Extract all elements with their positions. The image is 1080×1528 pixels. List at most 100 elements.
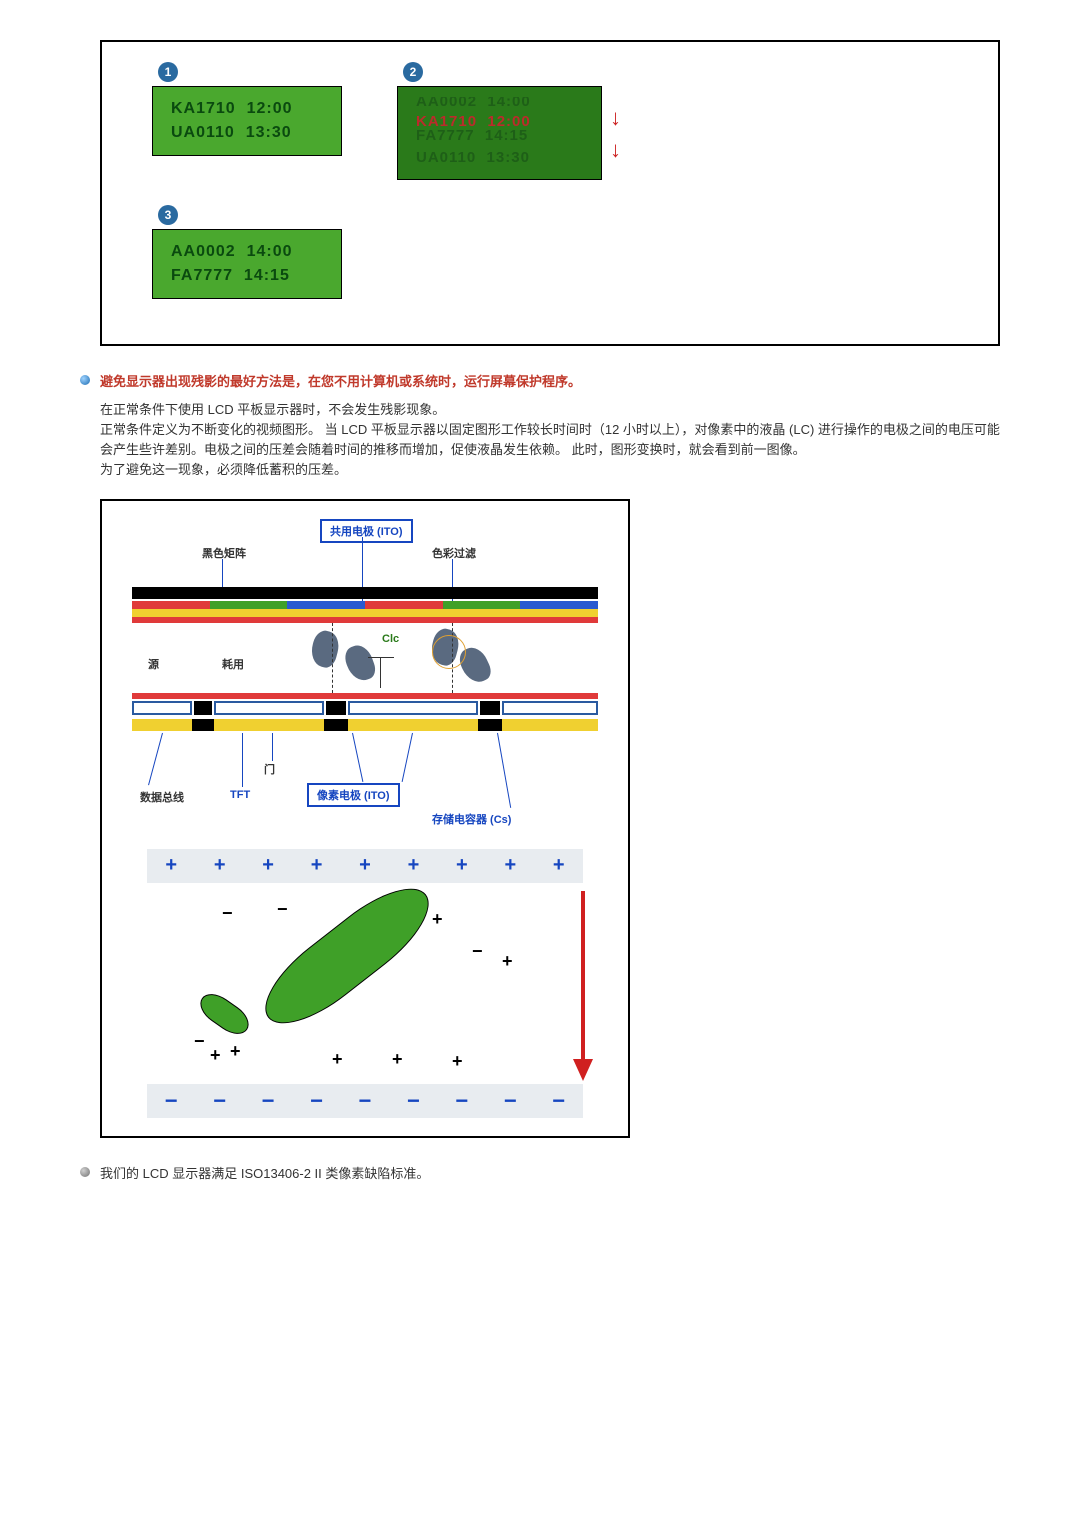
plus-icon: +	[210, 1045, 221, 1066]
plus-icon: +	[230, 1041, 241, 1062]
negative-electrode-row: −−−−−−−−−	[147, 1084, 583, 1118]
flight-board: KA1710 12:00UA0110 13:30	[152, 86, 342, 156]
gray-bullet-icon	[80, 1167, 90, 1177]
minus-icon: −	[277, 899, 288, 920]
minus-icon: −	[262, 1088, 275, 1114]
blue-bullet-icon	[80, 375, 90, 385]
lead	[272, 733, 273, 761]
board-line: FA7777 14:15	[171, 264, 323, 288]
lead	[497, 732, 511, 807]
bm-leader	[222, 559, 223, 587]
board-line: KA1710 12:00	[171, 97, 323, 121]
plus-icon: +	[408, 854, 420, 877]
panel-number-icon: 3	[158, 205, 178, 225]
ghost-stack: AA0002 14:00KA1710 12:00FA7777 14:15UA01…	[416, 97, 583, 169]
minus-icon: −	[472, 941, 483, 962]
clc-circle	[432, 635, 466, 669]
minus-icon: −	[407, 1088, 420, 1114]
section-2-text: 我们的 LCD 显示器满足 ISO13406-2 II 类像素缺陷标准。	[100, 1163, 429, 1182]
gap	[326, 701, 346, 715]
lc-molecule-icon	[250, 870, 445, 1040]
flight-board: AA0002 14:00FA7777 14:15	[152, 229, 342, 299]
plus-icon: +	[332, 1049, 343, 1070]
plus-icon: +	[504, 854, 516, 877]
lead	[242, 733, 243, 787]
diagram-bottom-pane: +++++++++ −−−−−−−−− − − − + − + − + + + …	[102, 831, 628, 1136]
minus-icon: −	[310, 1088, 323, 1114]
via	[324, 719, 348, 731]
dash-line	[332, 623, 333, 693]
plus-icon: +	[553, 854, 565, 877]
lc-molecule-icon	[342, 641, 379, 684]
minus-icon: −	[504, 1088, 517, 1114]
label-data-bus: 数据总线	[140, 789, 184, 805]
black-matrix-layer	[132, 587, 598, 599]
plus-icon: +	[214, 854, 226, 877]
color-filter-layer	[132, 599, 598, 609]
panel-number-icon: 1	[158, 62, 178, 82]
panel-number-icon: 2	[403, 62, 423, 82]
ghost-board: AA0002 14:00KA1710 12:00FA7777 14:15UA01…	[397, 86, 602, 180]
top-ito-layer	[132, 609, 598, 617]
minus-icon: −	[222, 903, 233, 924]
plus-icon: +	[262, 854, 274, 877]
plus-icon: +	[392, 1049, 403, 1070]
label-gate: 门	[264, 761, 275, 777]
lead	[352, 732, 363, 781]
down-arrow-icon: ↓	[610, 105, 621, 131]
lead	[148, 732, 163, 784]
gap	[194, 701, 212, 715]
source-electrode	[132, 701, 192, 715]
section-2-row: 我们的 LCD 显示器满足 ISO13406-2 II 类像素缺陷标准。	[80, 1163, 1000, 1182]
section-1-heading-row: 避免显示器出现残影的最好方法是，在您不用计算机或系统时，运行屏幕保护程序。	[80, 371, 1000, 390]
minus-icon: −	[359, 1088, 372, 1114]
red-arrow-icon	[568, 891, 598, 1081]
plus-icon: +	[456, 854, 468, 877]
board-panel: 2 AA0002 14:00KA1710 12:00FA7777 14:15UA0…	[397, 62, 602, 180]
t-stem	[380, 658, 381, 688]
section-1-heading: 避免显示器出现残影的最好方法是，在您不用计算机或系统时，运行屏幕保护程序。	[100, 371, 581, 390]
label-common-electrode: 共用电极 (ITO)	[320, 519, 413, 543]
plus-icon: +	[359, 854, 371, 877]
minus-icon: −	[552, 1088, 565, 1114]
board-line: AA0002 14:00	[171, 240, 323, 264]
electrode	[502, 701, 598, 715]
flight-board-figure: 1KA1710 12:00UA0110 13:302AA0002 14:00KA…	[100, 40, 1000, 346]
plus-icon: +	[502, 951, 513, 972]
plus-icon: +	[432, 909, 443, 930]
down-arrow-icon: ↓	[610, 137, 621, 163]
board-line: UA0110 13:30	[171, 121, 323, 145]
minus-icon: −	[213, 1088, 226, 1114]
plus-icon: +	[165, 854, 177, 877]
pixel-electrode	[348, 701, 478, 715]
via	[192, 719, 214, 731]
gap	[480, 701, 500, 715]
board-panel: 3 AA0002 14:00FA7777 14:15	[152, 205, 342, 299]
label-drain: 耗用	[222, 656, 244, 672]
label-clc: Clc	[382, 633, 399, 645]
boards-container: 1KA1710 12:00UA0110 13:302AA0002 14:00KA…	[152, 62, 958, 299]
lcd-structure-diagram: 共用电极 (ITO) 黑色矩阵 色彩过滤 Clc	[100, 499, 630, 1138]
label-source: 源	[148, 656, 159, 672]
t-bar	[368, 657, 394, 658]
ghost-line: AA0002 14:00	[416, 97, 531, 110]
minus-icon: −	[455, 1088, 468, 1114]
ito-bottom-row	[132, 719, 598, 731]
ghost-line: FA7777 14:15	[416, 127, 528, 144]
board-panel: 1 KA1710 12:00UA0110 13:30	[152, 62, 342, 180]
via	[478, 719, 502, 731]
positive-electrode-row: + + + + + + + + +	[147, 849, 583, 883]
label-color-filter: 色彩过滤	[432, 545, 476, 561]
diagram-top-pane: 共用电极 (ITO) 黑色矩阵 色彩过滤 Clc	[102, 501, 628, 831]
label-storage-cap: 存储电容器 (Cs)	[432, 811, 511, 827]
minus-icon: −	[194, 1031, 205, 1052]
plus-icon: +	[311, 854, 323, 877]
lead	[402, 732, 413, 781]
label-tft: TFT	[230, 789, 250, 801]
ghost-line: UA0110 13:30	[416, 149, 530, 166]
plus-icon: +	[452, 1051, 463, 1072]
drain-electrode	[214, 701, 324, 715]
section-1-body: 在正常条件下使用 LCD 平板显示器时，不会发生残影现象。正常条件定义为不断变化…	[100, 400, 1000, 481]
label-black-matrix: 黑色矩阵	[202, 545, 246, 561]
minus-icon: −	[165, 1088, 178, 1114]
